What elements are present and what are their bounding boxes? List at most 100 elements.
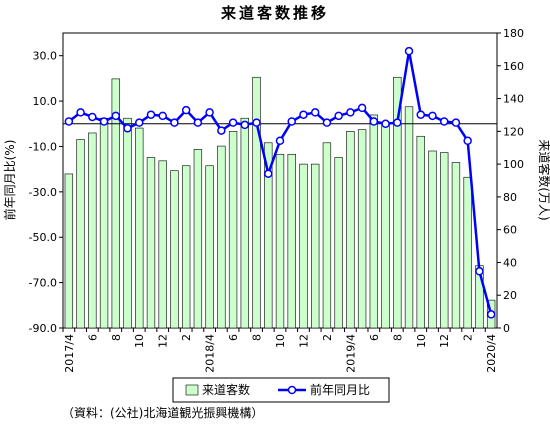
- bar: [275, 153, 285, 329]
- y-tick-label: -50.0: [29, 231, 57, 244]
- line-marker: [181, 105, 191, 115]
- y2-tick-label: 40: [503, 256, 517, 269]
- bar: [64, 173, 74, 329]
- line-marker: [322, 118, 332, 127]
- y2-tick-label: 100: [503, 158, 524, 171]
- x-tick-label: 12: [438, 334, 451, 348]
- line-marker: [416, 110, 426, 119]
- bar: [123, 117, 132, 329]
- bar: [228, 131, 238, 329]
- line-marker: [404, 46, 414, 56]
- bar: [135, 127, 144, 329]
- line-marker: [64, 117, 74, 126]
- bar: [334, 157, 343, 329]
- line-marker: [299, 110, 308, 119]
- bar: [369, 114, 379, 329]
- y2-tick-label: 60: [503, 224, 517, 237]
- x-tick-label: 6: [368, 334, 381, 341]
- bar: [240, 117, 249, 329]
- bar: [346, 131, 355, 329]
- line-marker: [134, 118, 144, 127]
- y-tick-label: 30.0: [33, 50, 58, 63]
- bar: [111, 78, 120, 329]
- y2-tick-label: 20: [503, 289, 517, 302]
- y-tick-label: -70.0: [29, 277, 57, 290]
- y-tick-label: -10.0: [29, 140, 57, 153]
- x-tick-label: 10: [133, 334, 146, 348]
- x-tick-label: 10: [274, 334, 287, 348]
- x-tick-label: 2: [321, 334, 334, 341]
- chart-title: 来道客数推移: [220, 4, 329, 22]
- bar: [440, 152, 449, 329]
- line-marker: [158, 111, 167, 121]
- bar: [393, 76, 402, 329]
- bar: [299, 163, 308, 329]
- source-note: （資料：(公社)北海道観光振興機構）: [62, 405, 263, 420]
- line-marker: [275, 136, 285, 146]
- bar: [181, 165, 191, 329]
- x-tick-label: 2: [180, 334, 193, 341]
- line-marker: [264, 169, 273, 178]
- y2-tick-label: 180: [503, 27, 524, 40]
- line-marker: [240, 120, 250, 130]
- bar: [311, 163, 320, 329]
- line-marker: [451, 118, 461, 127]
- bar: [217, 145, 226, 329]
- line-marker: [428, 111, 437, 121]
- y-axis-label: 前年同月比(%): [2, 140, 17, 221]
- x-tick-label: 12: [157, 334, 170, 348]
- line-marker: [217, 126, 226, 135]
- line-marker: [369, 117, 379, 126]
- bar: [287, 153, 296, 329]
- bar: [428, 150, 437, 329]
- legend: [172, 377, 390, 403]
- bar: [451, 162, 461, 329]
- bar: [170, 170, 179, 329]
- line-marker: [76, 108, 85, 117]
- legend-swatch: [185, 384, 199, 396]
- line-marker: [205, 108, 214, 117]
- y2-tick-label: 160: [503, 60, 524, 73]
- x-tick-label: 2019/4: [344, 334, 357, 373]
- bar: [88, 132, 97, 329]
- bar: [322, 142, 332, 329]
- line-marker: [334, 111, 343, 121]
- y-tick-label: -90.0: [29, 322, 57, 335]
- line-marker: [310, 108, 320, 117]
- x-tick-label: 12: [297, 334, 310, 348]
- line-marker: [346, 108, 355, 117]
- bar: [252, 76, 261, 329]
- line-marker: [170, 118, 179, 127]
- bar: [99, 117, 109, 329]
- line-marker: [146, 110, 156, 119]
- line-marker: [123, 124, 132, 133]
- line-marker: [287, 117, 296, 126]
- line-marker: [357, 103, 367, 113]
- x-tick-label: 2020/4: [485, 334, 498, 373]
- legend-marker: [287, 385, 297, 395]
- bar: [264, 142, 273, 329]
- line-marker: [99, 117, 109, 126]
- legend-label: 前年同月比: [310, 382, 370, 397]
- y2-tick-label: 0: [503, 322, 510, 335]
- bar: [205, 165, 214, 329]
- bar: [463, 176, 472, 329]
- y2-tick-label: 80: [503, 191, 517, 204]
- line-marker: [486, 310, 496, 319]
- y2-tick-label: 140: [503, 93, 524, 106]
- x-tick-label: 2017/4: [63, 334, 76, 373]
- x-tick-label: 6: [227, 334, 240, 341]
- x-tick-label: 10: [415, 334, 428, 348]
- bar: [76, 139, 85, 329]
- x-tick-label: 8: [110, 334, 123, 341]
- bar: [193, 149, 203, 329]
- line-marker: [228, 118, 238, 127]
- y2-tick-label: 120: [503, 125, 524, 138]
- line-marker: [393, 118, 402, 127]
- bar: [404, 106, 414, 329]
- x-tick-label: 2: [462, 334, 475, 341]
- bar: [381, 124, 390, 329]
- bar: [357, 129, 367, 329]
- bar: [416, 135, 425, 329]
